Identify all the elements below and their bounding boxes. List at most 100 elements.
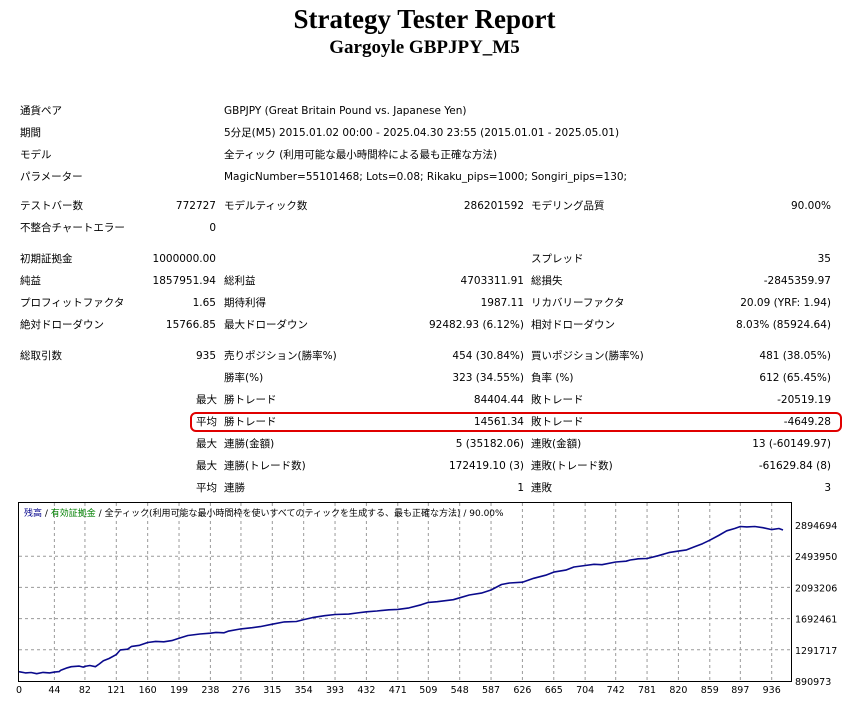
legend-equity: 有効証拠金 [50,509,96,519]
expected-payoff-label: 期待利得 [224,297,266,309]
x-tick-label: 859 [701,685,719,696]
average-consecutive-losses-value: 3 [824,482,831,494]
profit-factor-label: プロフィットファクタ [20,297,125,309]
net-profit-label: 純益 [20,275,41,287]
loss-trades-value: 612 (65.45%) [759,372,831,384]
average-consecutive-wins-value: 1 [517,482,524,494]
y-tick-label: 890973 [795,677,831,688]
report-subtitle: Gargoyle GBPJPY_M5 [329,37,520,58]
consecutive-wins-value: 5 (35182.06) [455,438,524,450]
x-tick-label: 936 [763,685,781,696]
model-value: 全ティック (利用可能な最小時間枠による最も正確な方法) [224,149,498,161]
report-title: Strategy Tester Report [293,4,556,34]
average-profit-value: 14561.34 [473,416,524,428]
ticks-value: 286201592 [463,200,524,212]
profit-trades-label: 勝率(%) [224,372,264,384]
largest-profit-value: 84404.44 [473,394,524,406]
largest-profit-label: 勝トレード [224,394,277,406]
consecutive-loss-value: -61629.84 (8) [758,460,831,472]
expected-payoff-value: 1987.11 [480,297,524,309]
y-tick-label: 2894694 [795,521,837,532]
average-prefix: 平均 [196,416,217,428]
x-tick-label: 665 [545,685,563,696]
legend-description: 全ティック(利用可能な最小時間枠を使いすべてのティックを生成する、最も正確な方法… [104,509,504,519]
net-profit-value: 1857951.94 [152,275,216,287]
balance-series-line [18,525,784,675]
max-consecutive-count-prefix: 最大 [196,460,217,472]
parameters-label: パラメーター [20,171,83,183]
long-positions-label: 買いポジション(勝率%) [531,350,644,362]
x-tick-label: 820 [669,685,687,696]
x-tick-label: 44 [48,685,60,696]
period-label: 期間 [20,127,41,139]
consecutive-loss-label: 連敗(トレード数) [531,460,613,472]
maximal-drawdown-value: 92482.93 (6.12%) [429,319,524,331]
consecutive-losses-label: 連敗(金額) [531,438,582,450]
spread-value: 35 [817,253,831,265]
max-consecutive-prefix: 最大 [196,438,217,450]
largest-loss-label: 敗トレード [531,394,584,406]
gross-loss-value: -2845359.97 [763,275,831,287]
x-tick-label: 276 [232,685,250,696]
maximal-drawdown-label: 最大ドローダウン [224,319,308,331]
symbol-label: 通貨ペア [20,105,62,117]
consecutive-profit-value: 172419.10 (3) [449,460,524,472]
x-tick-label: 548 [451,685,469,696]
x-tick-label: 393 [326,685,344,696]
average-row-highlight [190,412,842,432]
model-label: モデル [20,149,52,161]
x-tick-label: 238 [201,685,219,696]
average-profit-label: 勝トレード [224,416,277,428]
symbol-value: GBPJPY (Great Britain Pound vs. Japanese… [224,105,467,117]
recovery-factor-value: 20.09 (YRF: 1.94) [740,297,831,309]
x-tick-label: 315 [263,685,281,696]
bars-label: テストバー数 [20,200,83,212]
average-loss-label: 敗トレード [531,416,584,428]
x-tick-label: 471 [389,685,407,696]
bars-value: 772727 [175,200,216,212]
consecutive-losses-value: 13 (-60149.97) [752,438,831,450]
deposit-label: 初期証拠金 [20,253,73,265]
average-consecutive-wins-label: 連勝 [224,482,245,494]
legend-separator: / [42,509,51,519]
ticks-label: モデルティック数 [224,200,308,212]
short-positions-label: 売りポジション(勝率%) [224,350,337,362]
absolute-drawdown-label: 絶対ドローダウン [20,319,104,331]
y-tick-label: 2093206 [795,583,837,594]
parameters-value: MagicNumber=55101468; Lots=0.08; Rikaku_… [224,171,628,183]
errors-value: 0 [209,222,216,234]
y-tick-label: 1692461 [795,615,837,626]
total-trades-value: 935 [195,350,216,362]
x-tick-label: 82 [79,685,91,696]
period-value: 5分足(M5) 2015.01.02 00:00 - 2025.04.30 23… [224,127,620,139]
largest-loss-value: -20519.19 [777,394,831,406]
x-tick-label: 742 [607,685,625,696]
y-tick-label: 1291717 [795,646,837,657]
errors-label: 不整合チャートエラー [20,222,125,234]
profit-factor-value: 1.65 [192,297,216,309]
quality-label: モデリング品質 [531,200,605,212]
consecutive-profit-label: 連勝(トレード数) [224,460,306,472]
loss-trades-label: 負率 (%) [531,372,574,384]
x-tick-label: 509 [419,685,437,696]
absolute-drawdown-value: 15766.85 [165,319,216,331]
x-tick-label: 160 [139,685,157,696]
x-tick-label: 121 [107,685,125,696]
y-tick-label: 2493950 [795,552,837,563]
average-consecutive-losses-label: 連敗 [531,482,552,494]
gross-profit-label: 総利益 [224,275,256,287]
recovery-factor-label: リカバリーファクタ [531,297,625,309]
x-tick-label: 432 [357,685,375,696]
relative-drawdown-value: 8.03% (85924.64) [736,319,831,331]
gross-loss-label: 総損失 [531,275,563,287]
relative-drawdown-label: 相対ドローダウン [531,319,615,331]
consecutive-wins-label: 連勝(金額) [224,438,275,450]
gross-profit-value: 4703311.91 [460,275,524,287]
legend-balance: 残高 [24,509,43,519]
deposit-value: 1000000.00 [152,253,216,265]
x-tick-label: 704 [576,685,594,696]
spread-label: スプレッド [531,253,584,265]
x-tick-label: 587 [482,685,500,696]
profit-trades-value: 323 (34.55%) [452,372,524,384]
